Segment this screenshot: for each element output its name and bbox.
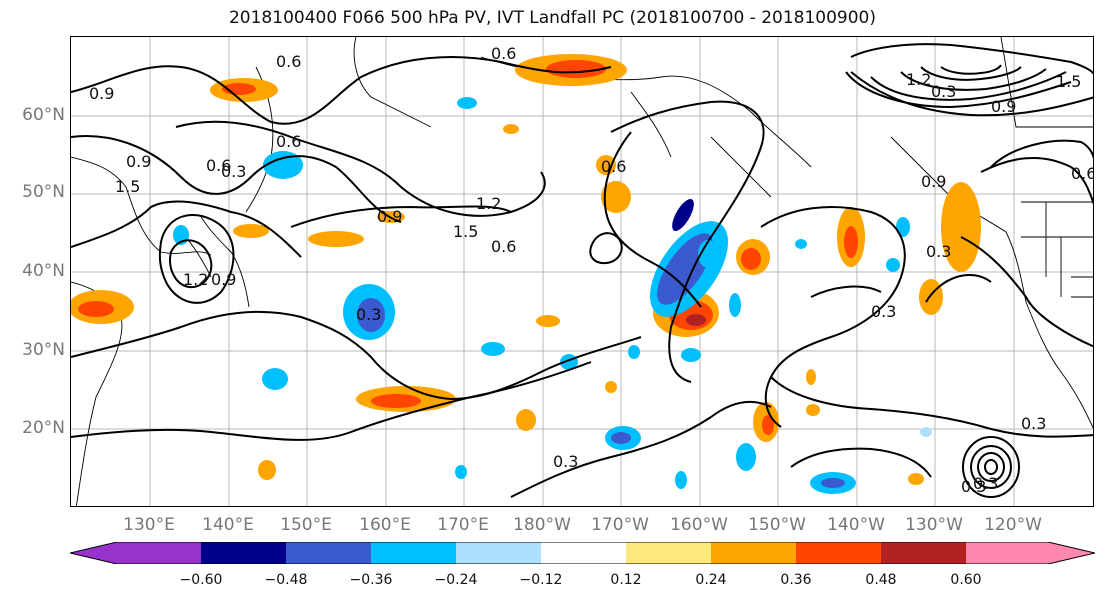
lon-label: 150°E bbox=[280, 515, 332, 535]
colorbar-tick-label: 0.24 bbox=[695, 572, 727, 588]
colorbar-tick-label: 0.60 bbox=[950, 572, 982, 588]
map-canvas: 0.9 0.6 0.6 0.6 0.9 0.6 0.3 1.2 1.5 0.6 … bbox=[71, 37, 1094, 506]
colorbar-bin bbox=[796, 542, 881, 564]
contour-label: 0.6 bbox=[1071, 164, 1094, 183]
contour-label: 0.3 bbox=[871, 302, 896, 321]
contour-label: 0.3 bbox=[973, 474, 998, 493]
colorbar-bin bbox=[711, 542, 796, 564]
contour-label: 1.2 bbox=[906, 70, 931, 89]
colorbar bbox=[70, 542, 1095, 564]
contour-label: 1.2 bbox=[476, 194, 501, 213]
contour-label: 1.5 bbox=[1056, 72, 1081, 91]
colorbar-bin bbox=[541, 542, 626, 564]
contour-label: 0.6 bbox=[491, 44, 516, 63]
colorbar-tick-label: 0.48 bbox=[865, 572, 897, 588]
lon-label: 160°W bbox=[670, 515, 728, 535]
contour-label: 0.6 bbox=[491, 237, 516, 256]
map-panel: 0.9 0.6 0.6 0.6 0.9 0.6 0.3 1.2 1.5 0.6 … bbox=[70, 36, 1094, 507]
contour-label: 0.3 bbox=[553, 452, 578, 471]
lon-label: 150°W bbox=[748, 515, 806, 535]
lon-label: 130°E bbox=[123, 515, 175, 535]
lon-label: 170°W bbox=[591, 515, 649, 535]
lon-label: 140°E bbox=[202, 515, 254, 535]
contour-label: 0.9 bbox=[211, 270, 236, 289]
contour-label: 0.3 bbox=[926, 242, 951, 261]
contour-label: 1.5 bbox=[115, 177, 140, 196]
contour-label: 0.9 bbox=[921, 172, 946, 191]
contour-label: 0.3 bbox=[961, 477, 986, 496]
lon-label: 120°W bbox=[984, 515, 1042, 535]
contour-label: 0.6 bbox=[276, 52, 301, 71]
contour-label: 1.2 bbox=[183, 270, 208, 289]
contour-label: 0.3 bbox=[221, 162, 246, 181]
lat-label: 60°N bbox=[22, 105, 65, 125]
contour-label: 0.9 bbox=[377, 207, 402, 226]
colorbar-tick-label: 0.12 bbox=[610, 572, 642, 588]
colorbar-tick-label: −0.60 bbox=[179, 572, 223, 588]
colorbar-bin bbox=[201, 542, 286, 564]
ivt-fill-positive bbox=[71, 54, 981, 485]
colorbar-extend-high bbox=[966, 542, 1095, 564]
contour-label: 0.3 bbox=[931, 82, 956, 101]
colorbar-tick-label: −0.12 bbox=[519, 572, 563, 588]
ivt-fill-negative bbox=[173, 97, 932, 494]
colorbar-bin bbox=[881, 542, 966, 564]
contour-label: 0.6 bbox=[206, 156, 231, 175]
lon-label: 180°W bbox=[513, 515, 571, 535]
lon-label: 140°W bbox=[827, 515, 885, 535]
contour-label: 1.5 bbox=[453, 222, 478, 241]
lat-label: 40°N bbox=[22, 261, 65, 281]
colorbar-extend-low bbox=[70, 542, 201, 564]
contour-label: 0.9 bbox=[991, 97, 1016, 116]
lat-label: 20°N bbox=[22, 418, 65, 438]
contour-labels: 0.9 0.6 0.6 0.6 0.9 0.6 0.3 1.2 1.5 0.6 … bbox=[89, 44, 1094, 496]
lat-label: 30°N bbox=[22, 340, 65, 360]
lon-label: 160°E bbox=[359, 515, 411, 535]
colorbar-tick-label: 0.36 bbox=[780, 572, 812, 588]
map-title: 2018100400 F066 500 hPa PV, IVT Landfall… bbox=[228, 8, 876, 28]
contour-label: 0.3 bbox=[356, 305, 381, 324]
lat-label: 50°N bbox=[22, 182, 65, 202]
colorbar-bin bbox=[626, 542, 711, 564]
contour-label: 0.3 bbox=[1021, 414, 1046, 433]
colorbar-tick-label: −0.24 bbox=[434, 572, 478, 588]
contour-label: 0.9 bbox=[89, 84, 114, 103]
colorbar-tick-label: −0.36 bbox=[349, 572, 393, 588]
contour-label: 0.6 bbox=[601, 157, 626, 176]
lon-label: 170°E bbox=[437, 515, 489, 535]
colorbar-tick-label: −0.48 bbox=[264, 572, 308, 588]
contour-label: 0.6 bbox=[276, 132, 301, 151]
colorbar-bin bbox=[456, 542, 541, 564]
colorbar-bin bbox=[371, 542, 456, 564]
contour-label: 0.9 bbox=[126, 152, 151, 171]
lon-label: 130°W bbox=[905, 515, 963, 535]
pv-contours bbox=[71, 43, 1093, 498]
colorbar-bin bbox=[286, 542, 371, 564]
